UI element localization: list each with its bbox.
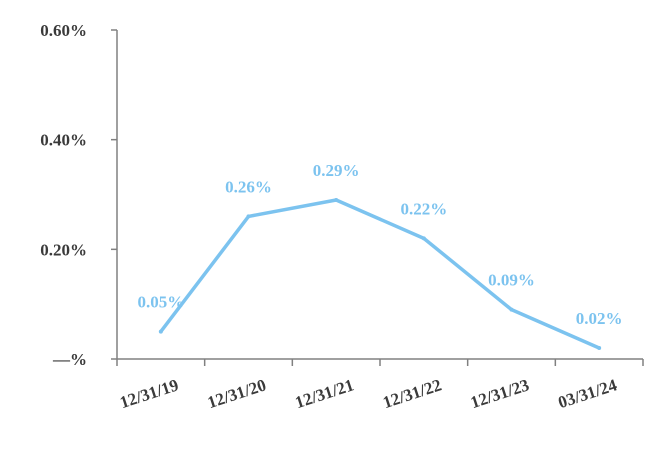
data-label: 0.26% — [225, 177, 272, 196]
axes — [111, 29, 644, 366]
data-label: 0.09% — [488, 271, 535, 290]
series-line — [159, 198, 600, 350]
data-point — [597, 346, 602, 351]
data-point — [158, 329, 163, 334]
data-labels: 0.05% 0.26% 0.29% 0.22% 0.09% 0.02% — [137, 161, 622, 328]
y-tick-label: —% — [52, 350, 87, 369]
data-point — [509, 307, 514, 312]
y-tick-label: 0.60% — [40, 21, 87, 40]
data-point — [334, 197, 339, 202]
x-tick-label: 12/31/22 — [380, 375, 443, 412]
data-point — [421, 236, 426, 241]
x-tick-label: 03/31/24 — [556, 375, 620, 412]
tick-labels: —% 0.20% 0.40% 0.60% 12/31/19 12/31/20 12/31/2… — [40, 21, 619, 412]
y-tick-label: 0.20% — [40, 240, 87, 259]
x-tick-label: 12/31/19 — [117, 375, 180, 412]
data-label: 0.29% — [313, 161, 360, 180]
data-point — [246, 214, 251, 219]
data-label: 0.02% — [576, 309, 623, 328]
data-label: 0.22% — [400, 199, 447, 218]
data-label: 0.05% — [137, 293, 184, 312]
x-tick-label: 12/31/21 — [293, 375, 356, 412]
series — [158, 197, 602, 351]
y-tick-label: 0.40% — [40, 131, 87, 150]
x-tick-label: 12/31/20 — [205, 375, 268, 412]
x-tick-label: 12/31/23 — [468, 375, 531, 412]
